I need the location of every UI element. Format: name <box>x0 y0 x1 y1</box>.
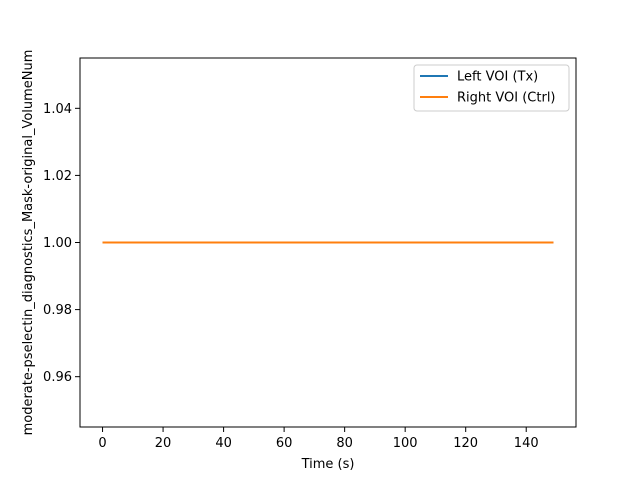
x-tick-label: 0 <box>98 436 106 451</box>
x-tick-label: 100 <box>393 436 418 451</box>
x-axis-title: Time (s) <box>301 457 355 472</box>
x-axis-ticks: 0 20 40 60 80 100 120 140 <box>98 427 539 451</box>
y-tick-label: 0.98 <box>43 303 72 318</box>
y-tick-label: 1.02 <box>43 169 72 184</box>
x-tick-label: 140 <box>514 436 539 451</box>
y-tick-label: 0.96 <box>43 370 72 385</box>
legend-label-1: Left VOI (Tx) <box>457 70 538 85</box>
y-axis-ticks: 0.96 0.98 1.00 1.02 1.04 <box>43 102 80 385</box>
y-axis-title: moderate-pselectin_diagnostics_Mask-orig… <box>21 50 36 436</box>
x-tick-label: 60 <box>276 436 293 451</box>
x-tick-label: 80 <box>336 436 353 451</box>
y-tick-label: 1.04 <box>43 102 72 117</box>
x-tick-label: 120 <box>453 436 478 451</box>
legend-label-2: Right VOI (Ctrl) <box>457 91 556 106</box>
x-tick-label: 40 <box>215 436 232 451</box>
y-tick-label: 1.00 <box>43 236 72 251</box>
legend-box <box>413 64 570 112</box>
legend: Left VOI (Tx) Right VOI (Ctrl) <box>413 64 570 112</box>
x-tick-label: 20 <box>155 436 172 451</box>
